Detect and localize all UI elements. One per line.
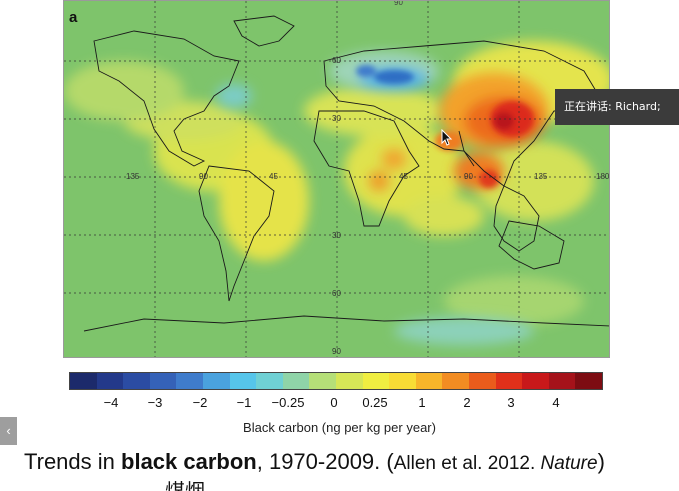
colorbar-swatch <box>362 373 390 389</box>
map-graphic <box>64 1 609 357</box>
latitude-label: 30 <box>332 231 341 240</box>
caption-bold-term: black carbon <box>121 449 257 474</box>
colorbar-tick-label: −0.25 <box>271 395 305 410</box>
colorbar-swatch <box>96 373 124 389</box>
colorbar-tick-label: 0 <box>330 395 338 410</box>
longitude-label: 135 <box>126 172 140 181</box>
colorbar-swatch <box>389 373 416 389</box>
colorbar-tick-label: 3 <box>507 395 515 410</box>
side-panel-toggle-button[interactable]: ‹ <box>0 417 17 445</box>
latitude-label: 90 <box>332 347 341 356</box>
colorbar-swatch <box>575 373 602 389</box>
colorbar-swatch <box>176 373 203 389</box>
colorbar-swatch <box>309 373 336 389</box>
colorbar-tick-label: 1 <box>418 395 426 410</box>
caption-journal: Nature <box>540 453 598 474</box>
panel-letter: a <box>69 9 78 26</box>
colorbar-swatch <box>442 373 469 389</box>
colorbar-tick-label: −2 <box>192 395 208 410</box>
caption-text: , 1970-2009. ( <box>256 449 394 474</box>
colorbar <box>69 372 603 390</box>
mouse-cursor-icon <box>441 129 453 146</box>
colorbar-swatch <box>522 373 549 389</box>
caption-citation: Allen et al. 2012. <box>393 453 541 474</box>
colorbar-swatch <box>282 373 310 389</box>
longitude-label: 135 <box>534 172 548 181</box>
chevron-left-icon: ‹ <box>6 423 11 438</box>
colorbar-swatch <box>335 373 363 389</box>
colorbar-tick-label: 0.25 <box>362 395 388 410</box>
black-carbon-map: a 90 135 90 45 45 90 135 180 60 30 30 60… <box>63 0 610 358</box>
colorbar-tick-label: 2 <box>463 395 471 410</box>
colorbar-tick-label: −4 <box>103 395 119 410</box>
longitude-label: 90 <box>199 172 208 181</box>
slide-caption: Trends in black carbon, 1970-2009. (Alle… <box>24 449 605 475</box>
latitude-label: 60 <box>332 289 341 298</box>
colorbar-tick-label: 4 <box>552 395 560 410</box>
latitude-label: 60 <box>332 56 341 65</box>
longitude-label: 45 <box>399 172 408 181</box>
colorbar-swatch <box>256 373 283 389</box>
longitude-label: 180 <box>596 172 610 181</box>
colorbar-tick-label: −1 <box>236 395 252 410</box>
colorbar-title: Black carbon (ng per kg per year) <box>243 420 436 435</box>
colorbar-swatch <box>70 373 97 389</box>
top-tick-label: 90 <box>394 0 403 7</box>
colorbar-swatch <box>123 373 150 389</box>
caption-text: Trends in <box>24 449 122 474</box>
colorbar-tick-label: −3 <box>147 395 163 410</box>
colorbar-swatch <box>415 373 443 389</box>
latitude-label: 30 <box>332 114 341 123</box>
cut-off-text: 煤烟 <box>165 479 205 491</box>
colorbar-swatch <box>548 373 576 389</box>
colorbar-swatch <box>149 373 177 389</box>
caption-close: ) <box>597 449 605 474</box>
colorbar-swatch <box>468 373 496 389</box>
colorbar-swatch <box>495 373 523 389</box>
colorbar-swatch <box>202 373 230 389</box>
longitude-label: 45 <box>269 172 278 181</box>
colorbar-swatch <box>229 373 257 389</box>
speaking-tooltip: 正在讲话: Richard; <box>555 89 679 125</box>
longitude-label: 90 <box>464 172 473 181</box>
